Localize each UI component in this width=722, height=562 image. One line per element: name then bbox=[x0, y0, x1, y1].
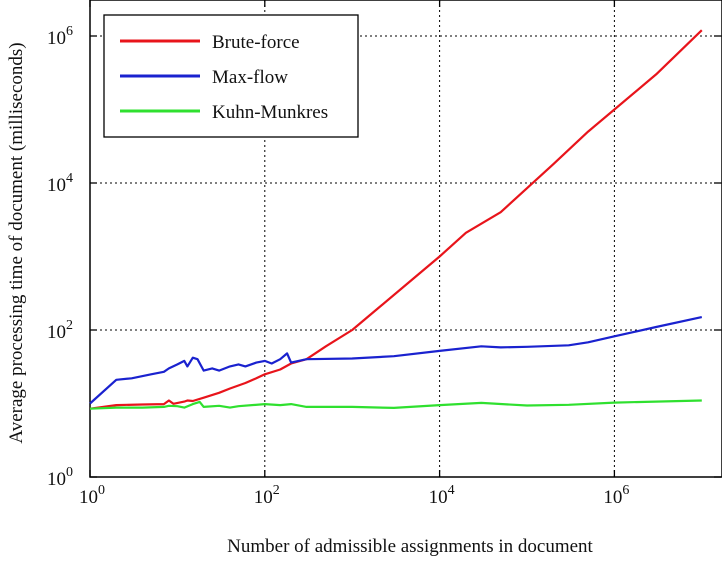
y-tick-label: 102 bbox=[47, 318, 73, 343]
x-tick-label: 106 bbox=[603, 483, 629, 508]
legend: Brute-force Max-flow Kuhn-Munkres bbox=[103, 14, 359, 138]
y-tick-label: 106 bbox=[47, 24, 73, 49]
y-axis-label: Average processing time of document (mil… bbox=[6, 42, 27, 443]
series-lines bbox=[89, 29, 703, 410]
y-tick-label: 100 bbox=[47, 465, 73, 490]
legend-label: Kuhn-Munkres bbox=[212, 102, 328, 123]
legend-label: Max-flow bbox=[212, 67, 288, 88]
x-tick-label: 100 bbox=[79, 483, 105, 508]
series-line-brute-force bbox=[89, 29, 703, 410]
ticks: 100 102 104 106 100 102 104 106 bbox=[47, 0, 721, 508]
plot-frame bbox=[89, 0, 722, 478]
x-tick-label: 102 bbox=[254, 483, 280, 508]
x-tick-label: 104 bbox=[429, 483, 455, 508]
legend-label: Brute-force bbox=[212, 32, 300, 53]
x-axis-label: Number of admissible assignments in docu… bbox=[227, 536, 593, 557]
y-tick-label: 104 bbox=[47, 171, 73, 196]
series-line-kuhn-munkres bbox=[89, 399, 702, 410]
series-line-max-flow bbox=[89, 316, 703, 405]
